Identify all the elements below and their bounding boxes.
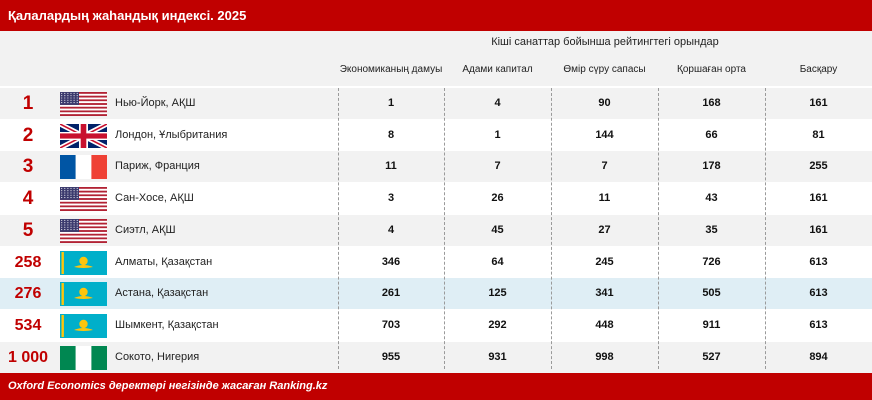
nigeria-flag-icon xyxy=(60,345,107,370)
value-cell: 161 xyxy=(809,97,828,109)
value-cell: 346 xyxy=(381,255,401,268)
column-header: Өмір сүру сапасы xyxy=(563,63,646,75)
source-note: Oxford Economics деректері негізінде жас… xyxy=(0,373,872,400)
value-cell: 955 xyxy=(381,350,401,363)
value-cell: 245 xyxy=(595,255,614,268)
rank-label: 534 xyxy=(14,316,42,334)
value-cell: 726 xyxy=(702,255,721,268)
column-divider xyxy=(338,88,339,369)
value-cell: 3 xyxy=(387,192,395,205)
table-row: 1 000 Сокото, Нигерия 955 931 998 527 894 xyxy=(0,341,872,373)
value-cell: 613 xyxy=(809,255,828,268)
france-flag-icon xyxy=(60,155,107,180)
column-divider xyxy=(444,88,445,369)
column-header: Адами капитал xyxy=(462,63,533,75)
table-row: 5 Сиэтл, АҚШ 4 45 27 35 161 xyxy=(0,214,872,246)
value-cell: 505 xyxy=(702,287,721,300)
value-cell: 11 xyxy=(385,160,397,173)
value-cell: 703 xyxy=(381,318,401,331)
value-cell: 292 xyxy=(488,318,507,331)
value-cell: 7 xyxy=(601,160,608,173)
value-cell: 144 xyxy=(595,128,614,141)
value-cell: 261 xyxy=(381,287,401,300)
value-cell: 90 xyxy=(598,97,611,109)
value-cell: 527 xyxy=(702,350,721,363)
city-label: Нью-Йорк, АҚШ xyxy=(115,97,196,109)
value-cell: 27 xyxy=(598,223,611,236)
rank-label: 3 xyxy=(22,156,34,178)
value-cell: 8 xyxy=(387,128,395,141)
value-cell: 168 xyxy=(702,97,721,109)
chart-title: Қалалардың жаһандық индексі. 2025 xyxy=(0,0,872,31)
rank-label: 1 000 xyxy=(7,348,49,366)
city-label: Лондон, Ұлыбритания xyxy=(115,128,228,141)
value-cell: 35 xyxy=(705,223,718,236)
value-cell: 341 xyxy=(595,287,614,300)
city-label: Сокото, Нигерия xyxy=(115,350,200,363)
table-header xyxy=(0,31,872,86)
value-cell: 911 xyxy=(702,318,721,331)
kazakhstan-flag-icon xyxy=(60,250,107,275)
value-cell: 66 xyxy=(705,128,718,141)
value-cell: 448 xyxy=(595,318,614,331)
value-cell: 4 xyxy=(387,223,395,236)
value-cell: 4 xyxy=(494,97,501,109)
us-flag-icon xyxy=(60,187,107,212)
city-label: Сан-Хосе, АҚШ xyxy=(115,192,194,205)
column-divider xyxy=(551,88,552,369)
table-row: 4 Сан-Хосе, АҚШ 3 26 11 43 161 xyxy=(0,183,872,215)
city-label: Алматы, Қазақстан xyxy=(115,255,213,268)
value-cell: 255 xyxy=(809,160,828,173)
value-cell: 613 xyxy=(809,318,828,331)
us-flag-icon xyxy=(60,92,107,116)
value-cell: 43 xyxy=(705,192,718,205)
city-label: Париж, Франция xyxy=(115,160,200,173)
value-cell: 45 xyxy=(491,223,504,236)
rank-label: 276 xyxy=(14,285,42,303)
group-header: Кіші санаттар бойынша рейтингтегі орында… xyxy=(491,36,719,48)
table-row: 534 Шымкент, Қазақстан 703 292 448 911 613 xyxy=(0,309,872,341)
column-header: Экономиканың дамуы xyxy=(339,63,443,75)
column-header: Қоршаған орта xyxy=(677,63,746,75)
value-cell: 178 xyxy=(702,160,721,173)
value-cell: 161 xyxy=(809,223,828,236)
value-cell: 26 xyxy=(491,192,504,205)
table-row: 3 Париж, Франция 11 7 7 178 255 xyxy=(0,151,872,183)
city-label: Шымкент, Қазақстан xyxy=(115,318,219,331)
us-flag-icon xyxy=(60,218,107,243)
value-cell: 998 xyxy=(595,350,614,363)
value-cell: 161 xyxy=(809,192,828,205)
value-cell: 1 xyxy=(494,128,501,141)
table-row: 2 Лондон, Ұлыбритания 8 1 144 66 81 xyxy=(0,119,872,151)
table-row: 276 Астана, Қазақстан 261 125 341 505 613 xyxy=(0,278,872,310)
value-cell: 125 xyxy=(488,287,507,300)
value-cell: 931 xyxy=(488,350,507,363)
value-cell: 64 xyxy=(491,255,504,268)
value-cell: 81 xyxy=(812,128,825,141)
value-cell: 613 xyxy=(809,287,828,300)
column-divider xyxy=(658,88,659,369)
value-cell: 7 xyxy=(494,160,501,173)
column-header: Басқару xyxy=(799,63,838,75)
value-cell: 894 xyxy=(809,350,828,363)
rank-label: 258 xyxy=(14,253,42,271)
value-cell: 1 xyxy=(387,97,395,109)
table-row: 258 Алматы, Қазақстан 346 64 245 726 613 xyxy=(0,246,872,278)
city-label: Сиэтл, АҚШ xyxy=(115,223,176,236)
uk-flag-icon xyxy=(60,123,107,148)
rank-label: 1 xyxy=(22,93,34,114)
value-cell: 11 xyxy=(598,192,611,205)
rank-label: 4 xyxy=(22,188,34,210)
rank-label: 2 xyxy=(22,124,34,146)
column-divider xyxy=(765,88,766,369)
table-row: 1 Нью-Йорк, АҚШ 1 4 90 168 161 xyxy=(0,88,872,119)
rank-label: 5 xyxy=(22,219,34,241)
kazakhstan-flag-icon xyxy=(60,282,107,307)
city-label: Астана, Қазақстан xyxy=(115,287,209,300)
kazakhstan-flag-icon xyxy=(60,313,107,338)
